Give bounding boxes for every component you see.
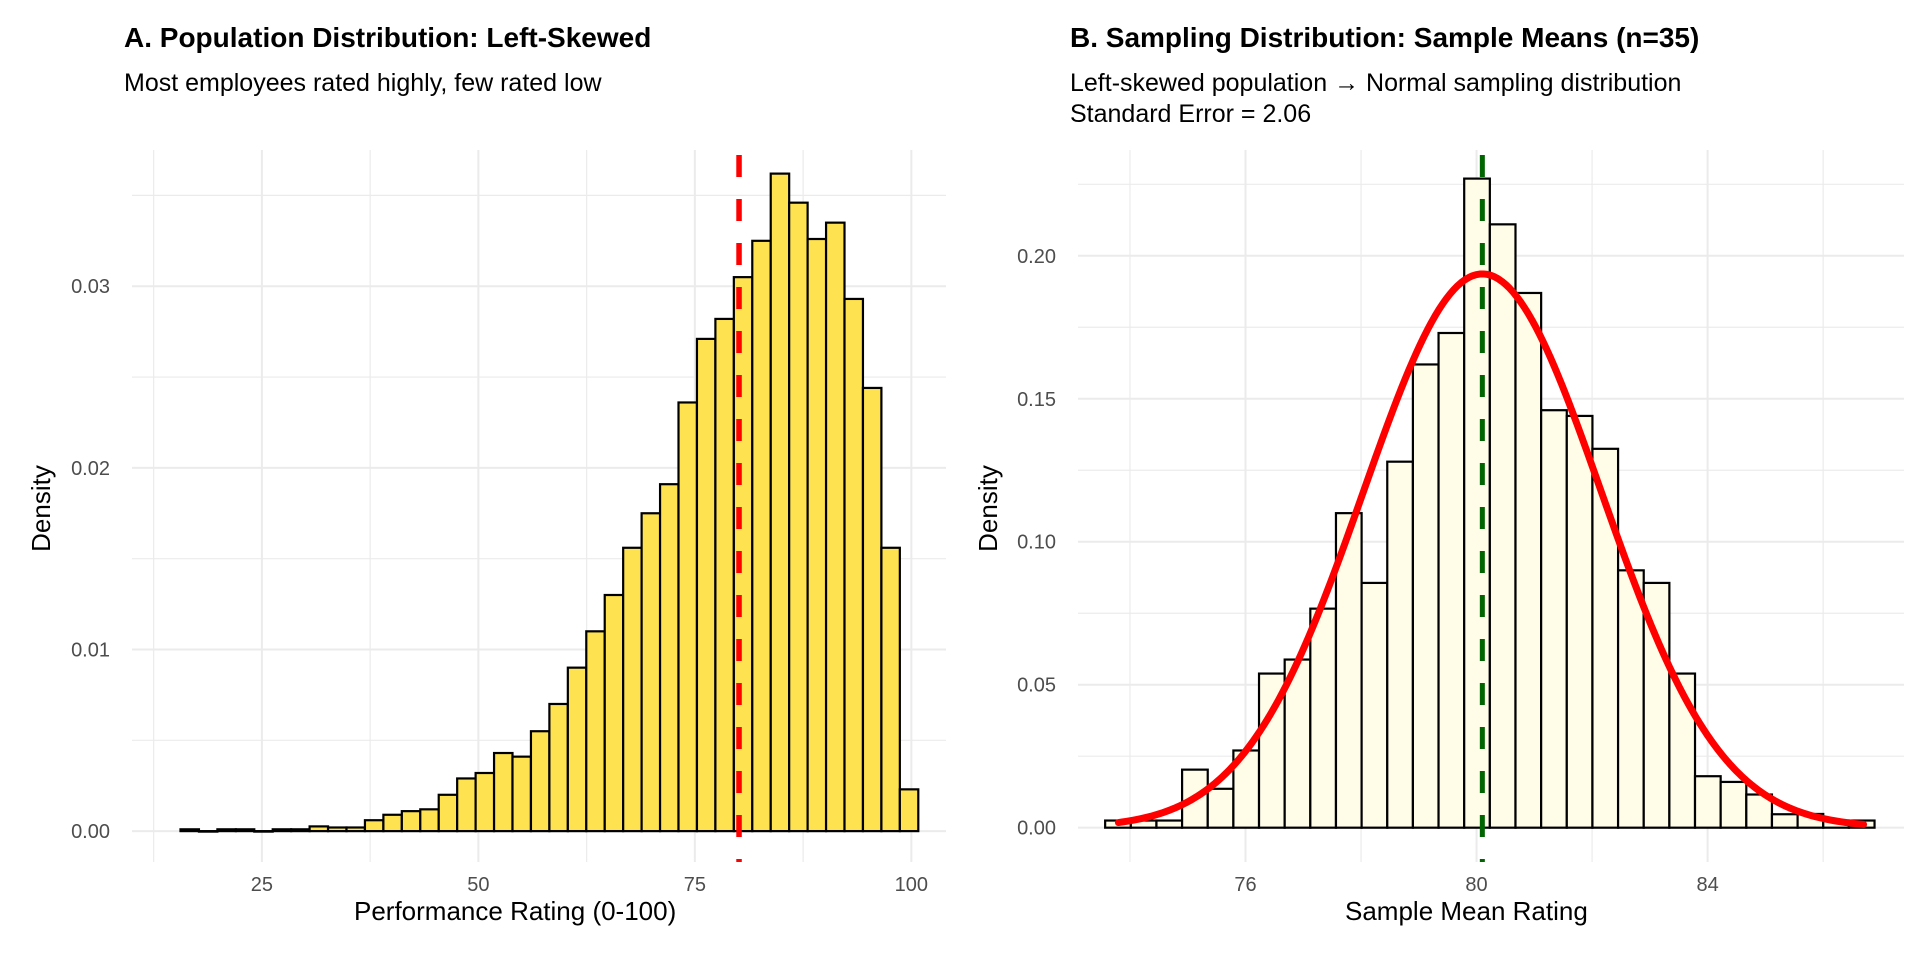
histogram-bar bbox=[1540, 409, 1568, 829]
panel-b-subtitle-line1: Left-skewed population → Normal sampling… bbox=[1070, 69, 1682, 97]
x-tick-label: 50 bbox=[467, 874, 489, 896]
y-tick-label: 0.10 bbox=[1017, 532, 1056, 554]
histogram-bar bbox=[1411, 363, 1440, 829]
histogram-bar bbox=[419, 808, 440, 833]
panel-b-subtitle-line2: Standard Error = 2.06 bbox=[1070, 100, 1312, 128]
histogram-bar bbox=[511, 755, 533, 833]
histogram-bar bbox=[1488, 223, 1517, 829]
histogram-bar bbox=[179, 828, 201, 833]
histogram-bar bbox=[769, 172, 791, 833]
histogram-bar bbox=[640, 512, 662, 833]
histogram-bar bbox=[400, 810, 422, 833]
histogram-bar bbox=[585, 630, 606, 833]
y-tick-label: 0.00 bbox=[1017, 818, 1056, 840]
histogram-bar bbox=[622, 546, 643, 833]
histogram-bar bbox=[677, 401, 699, 833]
x-tick-label: 25 bbox=[251, 874, 273, 896]
histogram-bar bbox=[382, 813, 403, 833]
histogram-bar bbox=[824, 221, 846, 833]
y-tick-label: 0.01 bbox=[71, 639, 110, 661]
histogram-bar bbox=[290, 828, 311, 833]
histogram-bar bbox=[1386, 460, 1415, 829]
histogram-bar bbox=[548, 702, 569, 833]
panel-b-title: B. Sampling Distribution: Sample Means (… bbox=[1070, 22, 1700, 53]
histogram-bar bbox=[234, 828, 256, 833]
histogram-bar bbox=[1155, 819, 1184, 829]
histogram-bar bbox=[880, 546, 901, 833]
y-tick-label: 0.05 bbox=[1017, 675, 1056, 697]
panel-a-title: A. Population Distribution: Left-Skewed bbox=[124, 22, 652, 53]
panel-a-plot: 25 50 75 100 0.00 0.01 0.02 0.03 bbox=[71, 150, 946, 896]
x-tick-label: 100 bbox=[895, 874, 928, 896]
histogram-bar bbox=[197, 830, 219, 833]
panel-a-xlabel: Performance Rating (0-100) bbox=[354, 896, 677, 926]
histogram-bar bbox=[788, 201, 809, 833]
histogram-bar bbox=[345, 826, 367, 833]
histogram-bar bbox=[566, 666, 588, 833]
x-tick-label: 84 bbox=[1696, 874, 1718, 896]
panel-a-subtitle: Most employees rated highly, few rated l… bbox=[124, 69, 602, 97]
histogram-bar bbox=[843, 297, 865, 833]
histogram-bar bbox=[474, 771, 496, 833]
y-tick-label: 0.00 bbox=[71, 821, 110, 843]
histogram-bar bbox=[861, 386, 883, 833]
x-tick-label: 80 bbox=[1465, 874, 1487, 896]
histogram-bar bbox=[806, 237, 828, 833]
histogram-bar bbox=[1616, 569, 1645, 829]
histogram-bar bbox=[1565, 414, 1594, 829]
histogram-bar bbox=[1693, 775, 1722, 829]
histogram-bar bbox=[529, 730, 551, 833]
histogram-bar bbox=[898, 788, 920, 833]
histogram-bar bbox=[1514, 291, 1543, 829]
y-tick-label: 0.02 bbox=[71, 458, 110, 480]
x-tick-label: 76 bbox=[1234, 874, 1256, 896]
histogram-bar bbox=[216, 828, 237, 833]
y-tick-label: 0.20 bbox=[1017, 246, 1056, 268]
histogram-bar bbox=[695, 337, 717, 833]
histogram-bar bbox=[437, 793, 459, 833]
histogram-bar bbox=[658, 483, 680, 833]
histogram-bar bbox=[1206, 787, 1235, 829]
histogram-bar bbox=[326, 826, 348, 833]
histogram-bar bbox=[1309, 607, 1338, 829]
histogram-bar bbox=[1463, 177, 1491, 829]
histogram-bar bbox=[1719, 780, 1748, 829]
histogram-bar bbox=[603, 593, 625, 833]
histogram-bar bbox=[253, 830, 274, 833]
y-tick-label: 0.15 bbox=[1017, 389, 1056, 411]
histogram-bar bbox=[492, 751, 514, 833]
histogram-bar bbox=[714, 317, 735, 833]
histogram-bar bbox=[1360, 581, 1389, 829]
panel-b-xlabel: Sample Mean Rating bbox=[1345, 896, 1588, 926]
histogram-bar bbox=[308, 825, 330, 833]
histogram-bar bbox=[271, 828, 293, 833]
histogram-bar bbox=[1437, 331, 1466, 829]
x-tick-label: 75 bbox=[684, 874, 706, 896]
panel-b-plot: 76 80 84 0.00 0.05 0.10 0.15 0.20 bbox=[1017, 150, 1904, 896]
histogram-bar bbox=[456, 777, 477, 833]
normal-density-curve bbox=[1114, 270, 1868, 828]
y-tick-label: 0.03 bbox=[71, 276, 110, 298]
histogram-bar bbox=[1770, 813, 1799, 829]
histogram-bar bbox=[363, 819, 385, 833]
histogram-bar bbox=[751, 239, 772, 833]
